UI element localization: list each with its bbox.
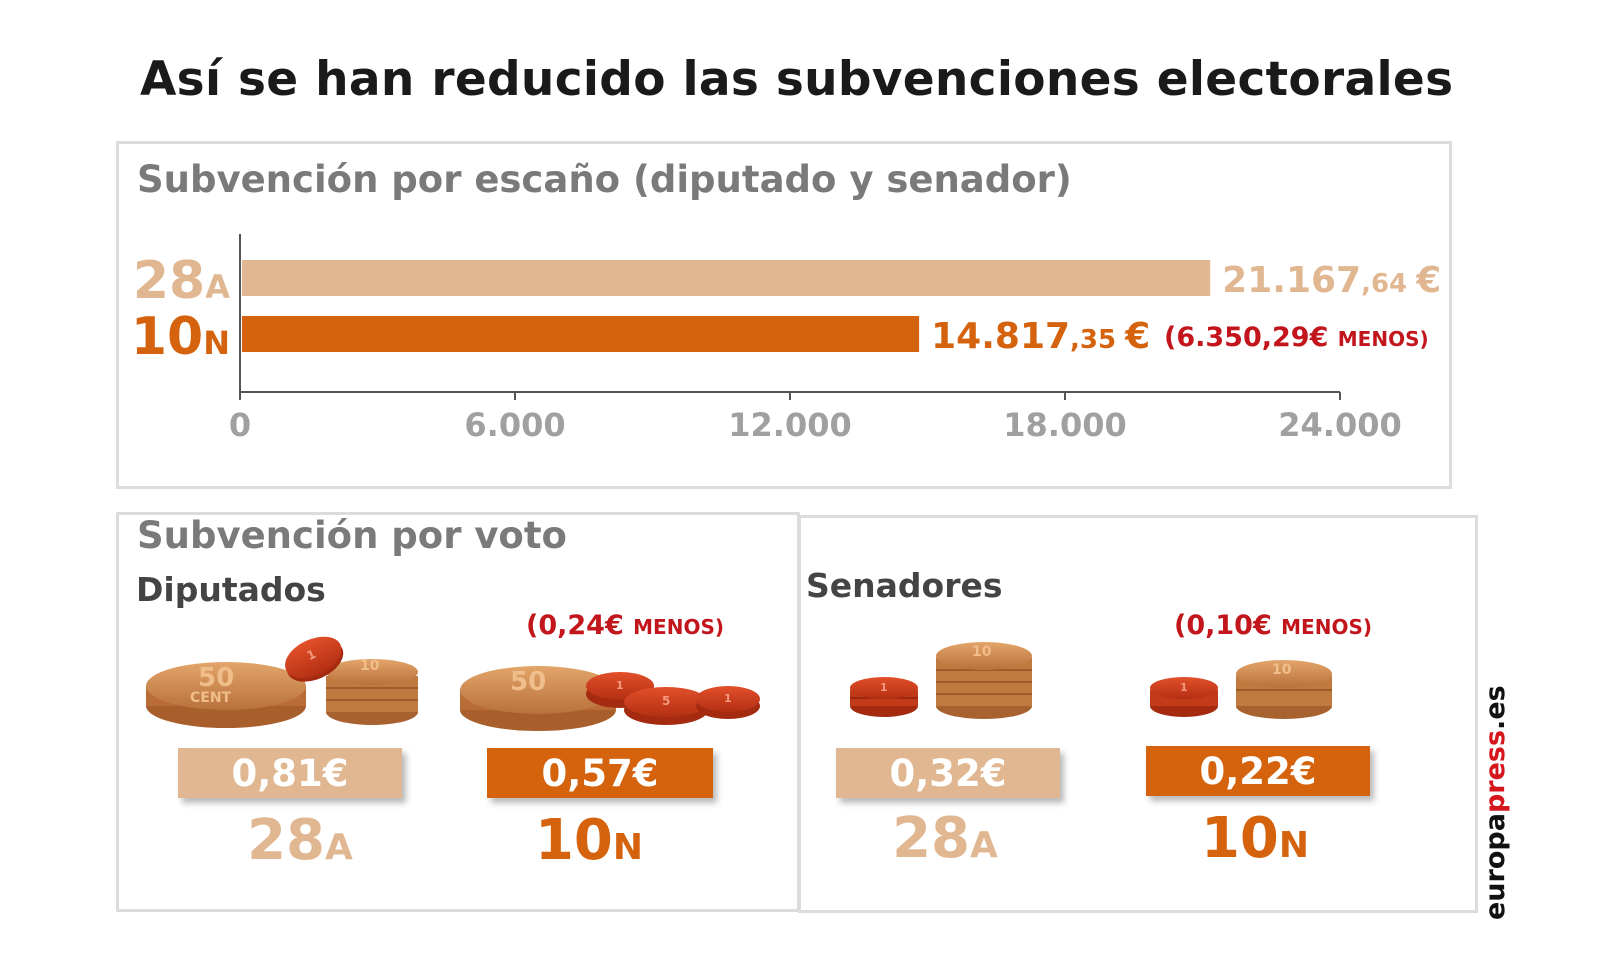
- value-label-28A: 21.167,64 €: [1222, 260, 1441, 301]
- period-suffix: N: [1278, 825, 1310, 866]
- bar-28A: [242, 260, 1211, 296]
- period-num: 10: [1200, 806, 1279, 871]
- senadores-28a-label: 28A: [830, 806, 1060, 871]
- x-tick-label: 12.000: [728, 406, 851, 444]
- senadores-menos-label: (0,10€ MENOS): [1174, 610, 1372, 641]
- period-num: 28: [247, 808, 326, 873]
- coin-ten-text-2: 10: [972, 644, 992, 660]
- diputados-10n-label: 10N: [474, 808, 704, 873]
- period-suffix: N: [612, 827, 644, 868]
- coin-ten-text-3: 10: [1272, 662, 1292, 678]
- category-label-28A: 28A: [133, 251, 230, 311]
- coin-fifty-text-2: 50: [510, 667, 546, 697]
- value-label-10N: 14.817,35 €: [931, 316, 1150, 357]
- x-tick-label: 18.000: [1003, 406, 1126, 444]
- period-suffix: A: [970, 825, 998, 866]
- diputados-menos-suffix: MENOS): [633, 615, 725, 639]
- period-num: 10: [534, 808, 613, 873]
- senadores-menos-suffix: MENOS): [1281, 615, 1373, 639]
- coin-one-text-4: 1: [880, 681, 888, 694]
- diputados-28a-label: 28A: [185, 808, 415, 873]
- coin-one-text-2: 1: [616, 679, 624, 692]
- diputados-menos-amount: (0,24€: [526, 610, 624, 641]
- voto-heading: Subvención por voto: [137, 514, 567, 557]
- senadores-menos-amount: (0,10€: [1174, 610, 1272, 641]
- escano-panel: [116, 141, 1452, 489]
- category-label-10N: 10N: [131, 307, 230, 367]
- x-tick-label: 24.000: [1278, 406, 1401, 444]
- escano-bar-chart: 0 6.000 12.000 18.000 24.000 28A 21.167,64 € 10…: [131, 234, 1441, 444]
- coin-cent-text: CENT: [190, 690, 232, 706]
- diputados-10n-value: 0,57€: [487, 748, 713, 798]
- coin-ten-text: 10: [360, 658, 380, 674]
- x-tick-label: 0: [229, 406, 251, 444]
- escano-heading: Subvención por escaño (diputado y senado…: [137, 158, 1072, 201]
- senadores-10n-value: 0,22€: [1146, 746, 1370, 796]
- coin-five-text: 5: [662, 694, 670, 708]
- period-num: 28: [892, 806, 971, 871]
- diputados-28a-coins-icon: 50 CENT 10 1: [146, 636, 418, 728]
- senadores-label: Senadores: [806, 566, 1003, 605]
- period-suffix: A: [325, 827, 353, 868]
- source-part-2: press: [1480, 729, 1511, 814]
- diputados-10n-coins-icon: 50 1 5 1: [460, 666, 760, 731]
- source-part-1: europa: [1480, 813, 1511, 920]
- bar-10N: [242, 316, 920, 352]
- source-credit: europapress.es: [1480, 685, 1511, 920]
- senadores-28a-value: 0,32€: [836, 748, 1060, 798]
- senadores-28a-coins-icon: 1 10: [850, 642, 1032, 719]
- diputados-28a-value: 0,81€: [178, 748, 402, 798]
- diputados-menos-label: (0,24€ MENOS): [526, 610, 724, 641]
- page-title: Así se han reducido las subvenciones ele…: [140, 52, 1454, 107]
- coin-fifty-text: 50: [198, 663, 234, 693]
- senadores-panel: [798, 515, 1478, 913]
- escano-menos-label: (6.350,29€ MENOS): [1164, 322, 1429, 353]
- coin-one-text-3: 1: [724, 692, 732, 705]
- senadores-10n-label: 10N: [1140, 806, 1370, 871]
- x-tick-label: 6.000: [464, 406, 565, 444]
- coin-one-text-5: 1: [1180, 681, 1188, 694]
- source-part-3: .es: [1480, 685, 1511, 730]
- senadores-10n-coins-icon: 1 10: [1150, 660, 1332, 719]
- diputados-label: Diputados: [136, 570, 326, 609]
